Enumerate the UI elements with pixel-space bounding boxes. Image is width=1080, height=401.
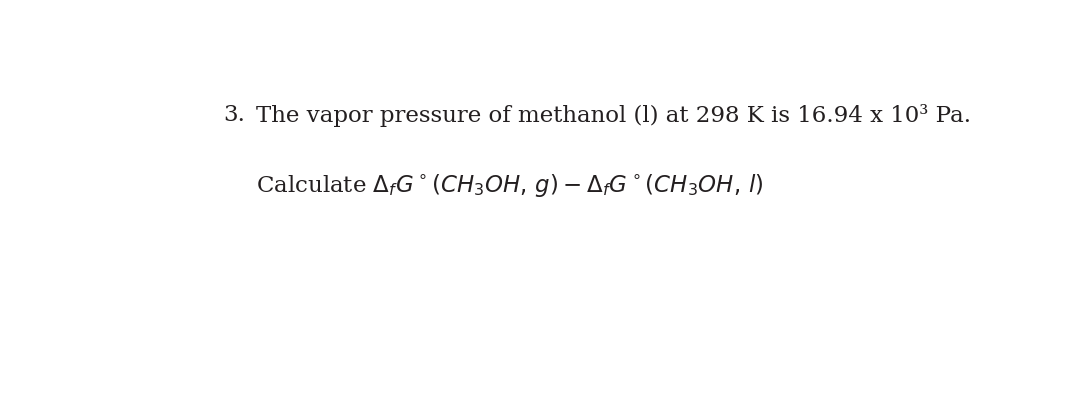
- Text: The vapor pressure of methanol (l) at 298 K is 16.94 x 10³ Pa.: The vapor pressure of methanol (l) at 29…: [256, 104, 971, 127]
- Text: Calculate $\Delta_fG^\circ(CH_3OH,\,g) - \Delta_fG^\circ(CH_3OH,\,l)$: Calculate $\Delta_fG^\circ(CH_3OH,\,g) -…: [256, 172, 765, 198]
- Text: 3.: 3.: [222, 104, 245, 126]
